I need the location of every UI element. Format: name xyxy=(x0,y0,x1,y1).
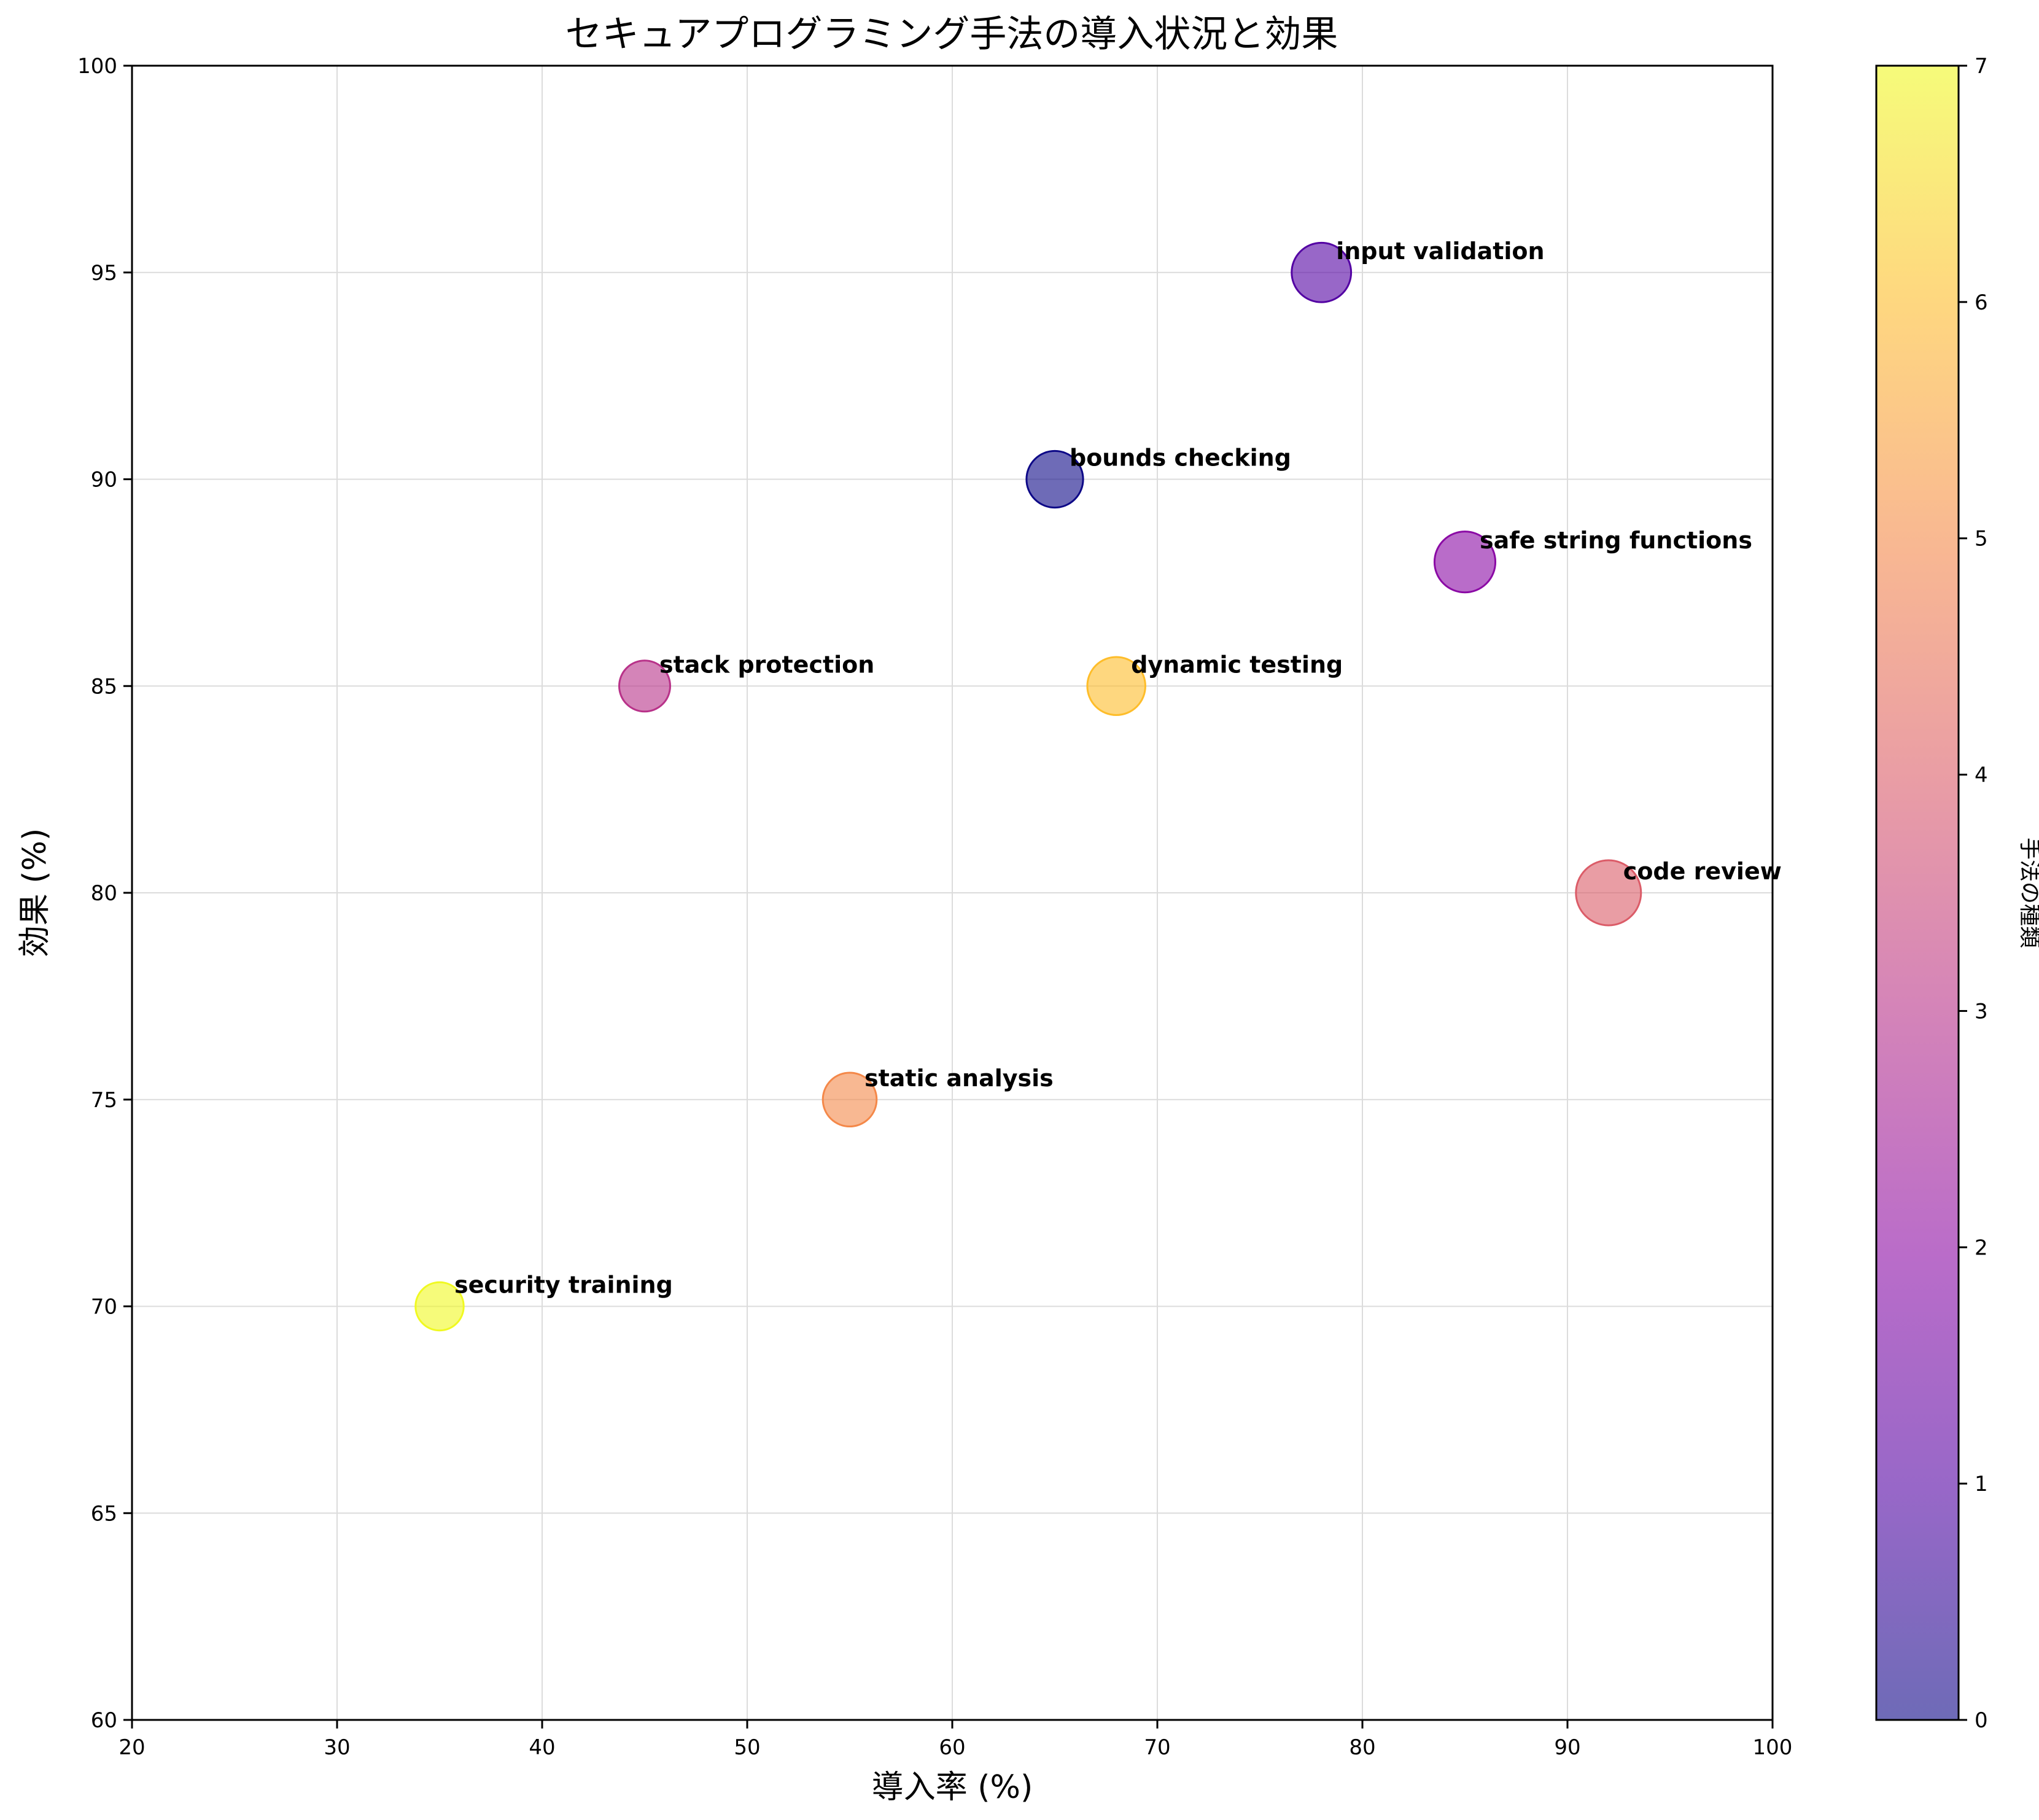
x-tick-label: 100 xyxy=(1753,1735,1793,1760)
colorbar-tick-label: 1 xyxy=(1975,1472,1988,1496)
x-tick-label: 80 xyxy=(1349,1735,1375,1760)
y-axis-label: 効果 (%) xyxy=(17,828,53,958)
chart-title: セキュアプログラミング手法の導入状況と効果 xyxy=(565,13,1338,56)
y-tick-label: 70 xyxy=(91,1295,117,1320)
x-tick-label: 40 xyxy=(529,1735,555,1760)
y-tick-label: 60 xyxy=(91,1708,117,1733)
y-tick-label: 65 xyxy=(91,1501,117,1526)
data-point xyxy=(821,1071,878,1128)
data-point xyxy=(1575,859,1642,927)
y-axis-ticks: 60 65 70 75 80 85 90 95 100 xyxy=(77,54,132,1733)
grid-lines xyxy=(131,65,1773,1721)
x-tick-label: 90 xyxy=(1554,1735,1580,1760)
y-tick-label: 90 xyxy=(91,468,117,492)
x-axis-ticks: 20 30 40 50 60 70 80 90 100 xyxy=(118,1720,1792,1760)
x-tick-label: 20 xyxy=(118,1735,145,1760)
x-tick-label: 50 xyxy=(734,1735,760,1760)
data-point xyxy=(1433,531,1497,594)
point-label: safe string functions xyxy=(1480,527,1752,554)
colorbar-label: 手法の種類 xyxy=(2017,838,2039,948)
point-label: stack protection xyxy=(659,651,874,678)
colorbar-tick-label: 3 xyxy=(1975,999,1988,1024)
y-tick-label: 85 xyxy=(91,674,117,699)
y-tick-label: 75 xyxy=(91,1088,117,1113)
data-point xyxy=(1291,241,1353,303)
colorbar xyxy=(1876,66,1959,1720)
point-label: bounds checking xyxy=(1070,445,1291,472)
data-points xyxy=(414,241,1642,1332)
point-labels: bounds checking input validation safe stri… xyxy=(454,238,1782,1299)
data-point xyxy=(1025,449,1084,509)
data-point xyxy=(414,1281,465,1332)
colorbar-tick-label: 6 xyxy=(1975,290,1988,315)
colorbar-tick-label: 5 xyxy=(1975,527,1988,551)
x-tick-label: 30 xyxy=(324,1735,350,1760)
point-label: static analysis xyxy=(864,1065,1054,1092)
y-tick-label: 80 xyxy=(91,881,117,906)
colorbar-tick-label: 2 xyxy=(1975,1235,1988,1260)
y-tick-label: 95 xyxy=(91,261,117,286)
point-label: code review xyxy=(1623,858,1782,885)
data-point xyxy=(618,659,671,713)
x-axis-label: 導入率 (%) xyxy=(872,1769,1033,1806)
y-tick-label: 100 xyxy=(77,54,117,79)
point-label: input validation xyxy=(1336,238,1544,265)
x-tick-label: 70 xyxy=(1144,1735,1170,1760)
colorbar-tick-label: 7 xyxy=(1975,54,1988,79)
colorbar-frame xyxy=(1875,64,1960,1721)
colorbar-tick-label: 4 xyxy=(1975,763,1988,788)
colorbar-ticks: 0 1 2 3 4 5 6 7 xyxy=(1959,54,1988,1733)
point-label: dynamic testing xyxy=(1131,651,1343,678)
x-tick-label: 60 xyxy=(939,1735,965,1760)
data-point xyxy=(1086,656,1146,716)
point-label: security training xyxy=(454,1272,673,1299)
colorbar-tick-label: 0 xyxy=(1975,1708,1988,1733)
